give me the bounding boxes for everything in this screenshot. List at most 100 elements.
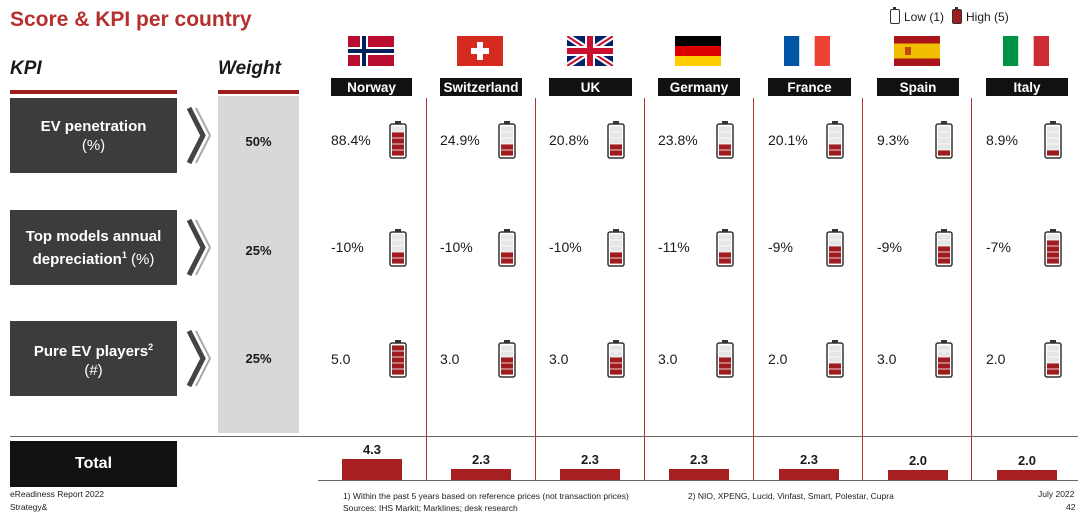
battery-score-icon bbox=[389, 121, 407, 159]
battery-score-icon bbox=[498, 340, 516, 378]
kpi-value: 2.0 bbox=[986, 351, 1006, 367]
battery-score-icon bbox=[607, 229, 625, 267]
kpi-box-pure-ev-players: Pure EV players2 (#) bbox=[10, 321, 177, 396]
kpi-value: 23.8% bbox=[658, 132, 698, 148]
kpi-value: 20.8% bbox=[549, 132, 589, 148]
total-value-label: 2.0 bbox=[1017, 453, 1037, 468]
flag-norway-icon bbox=[348, 36, 394, 66]
total-value-label: 4.3 bbox=[362, 441, 382, 457]
country-header-france: France bbox=[768, 78, 851, 96]
kpi-name-line2: depreciation1 (%) bbox=[32, 249, 155, 268]
flag-france-icon bbox=[784, 36, 830, 66]
chevron-right-icon bbox=[186, 329, 212, 388]
battery-score-icon bbox=[1044, 229, 1062, 267]
column-separator bbox=[753, 98, 754, 481]
battery-score-icon bbox=[1044, 121, 1062, 159]
battery-score-icon bbox=[389, 340, 407, 378]
battery-score-icon bbox=[935, 340, 953, 378]
footer-report-name: eReadiness Report 2022 bbox=[10, 489, 105, 499]
column-separator bbox=[971, 98, 972, 481]
kpi-unit: (%) bbox=[81, 136, 106, 154]
country-header-norway: Norway bbox=[331, 78, 412, 96]
chevron-right-icon bbox=[186, 106, 212, 165]
kpi-value: -10% bbox=[549, 239, 582, 255]
total-value-label: 2.0 bbox=[908, 453, 928, 468]
total-value-label: 2.3 bbox=[580, 451, 600, 467]
kpi-header: KPI bbox=[10, 58, 42, 79]
flag-switzerland-icon bbox=[457, 36, 503, 66]
kpi-value: 3.0 bbox=[549, 351, 569, 367]
kpi-value: 3.0 bbox=[440, 351, 460, 367]
kpi-box-ev-penetration: EV penetration (%) bbox=[10, 98, 177, 173]
kpi-value: 3.0 bbox=[877, 351, 897, 367]
legend-high: High (5) bbox=[952, 7, 1009, 24]
battery-score-icon bbox=[935, 121, 953, 159]
legend: Low (1) High (5) bbox=[890, 7, 1009, 24]
total-value-label: 2.3 bbox=[799, 451, 819, 467]
kpi-unit: (#) bbox=[84, 361, 103, 379]
flag-uk-icon bbox=[567, 36, 613, 66]
total-bar bbox=[669, 468, 729, 480]
flag-italy-icon bbox=[1003, 36, 1049, 66]
total-bar bbox=[342, 458, 402, 480]
chevron-right-icon bbox=[186, 218, 212, 277]
battery-score-icon bbox=[498, 229, 516, 267]
total-value-label: 2.3 bbox=[689, 451, 709, 467]
total-bar bbox=[451, 468, 511, 480]
battery-score-icon bbox=[716, 121, 734, 159]
kpi-name-line1: Pure EV players2 bbox=[33, 341, 154, 360]
weight-header: Weight bbox=[218, 58, 281, 79]
weight-header-rule bbox=[218, 90, 299, 94]
battery-score-icon bbox=[826, 121, 844, 159]
battery-score-icon bbox=[498, 121, 516, 159]
battery-score-icon bbox=[389, 229, 407, 267]
column-separator bbox=[426, 98, 427, 481]
kpi-value: 9.3% bbox=[877, 132, 909, 148]
kpi-value: 5.0 bbox=[331, 351, 351, 367]
page-title: Score & KPI per country bbox=[10, 8, 252, 31]
battery-score-icon bbox=[716, 340, 734, 378]
kpi-value: -7% bbox=[986, 239, 1011, 255]
kpi-name: Top models annual bbox=[25, 227, 162, 245]
kpi-header-rule bbox=[10, 90, 177, 94]
total-bar bbox=[779, 468, 839, 480]
column-separator bbox=[862, 98, 863, 481]
country-header-spain: Spain bbox=[877, 78, 959, 96]
battery-score-icon bbox=[1044, 340, 1062, 378]
kpi-box-depreciation: Top models annual depreciation1 (%) bbox=[10, 210, 177, 285]
total-bar bbox=[560, 468, 620, 480]
weight-value: 50% bbox=[245, 134, 272, 149]
country-header-italy: Italy bbox=[986, 78, 1068, 96]
country-header-switzerland: Switzerland bbox=[440, 78, 522, 96]
footnote-sources: Sources: IHS Markit; Marklines; desk res… bbox=[343, 503, 518, 513]
column-separator bbox=[644, 98, 645, 481]
footer-brand: Strategy& bbox=[10, 502, 48, 512]
footer-page-number: 42 bbox=[1066, 502, 1076, 512]
kpi-value: 20.1% bbox=[768, 132, 808, 148]
battery-score-icon bbox=[716, 229, 734, 267]
flag-germany-icon bbox=[675, 36, 721, 66]
kpi-value: 88.4% bbox=[331, 132, 371, 148]
weight-value: 25% bbox=[245, 351, 272, 366]
column-separator bbox=[535, 98, 536, 481]
country-header-uk: UK bbox=[549, 78, 632, 96]
kpi-value: 24.9% bbox=[440, 132, 480, 148]
total-bar bbox=[888, 470, 948, 480]
battery-high-icon bbox=[952, 7, 963, 24]
kpi-value: -11% bbox=[658, 239, 690, 255]
weight-column bbox=[218, 96, 299, 433]
battery-score-icon bbox=[826, 340, 844, 378]
flag-spain-icon bbox=[894, 36, 940, 66]
legend-low: Low (1) bbox=[890, 7, 944, 24]
kpi-value: -9% bbox=[877, 239, 902, 255]
kpi-value: 8.9% bbox=[986, 132, 1018, 148]
battery-score-icon bbox=[607, 121, 625, 159]
footnote-1: 1) Within the past 5 years based on refe… bbox=[343, 491, 629, 501]
kpi-value: 2.0 bbox=[768, 351, 788, 367]
kpi-name: EV penetration bbox=[40, 117, 147, 135]
footnote-2: 2) NIO, XPENG, Lucid, Vinfast, Smart, Po… bbox=[688, 491, 894, 501]
kpi-value: -10% bbox=[440, 239, 473, 255]
total-bar bbox=[997, 470, 1057, 480]
kpi-value: -9% bbox=[768, 239, 793, 255]
total-value-label: 2.3 bbox=[471, 451, 491, 467]
